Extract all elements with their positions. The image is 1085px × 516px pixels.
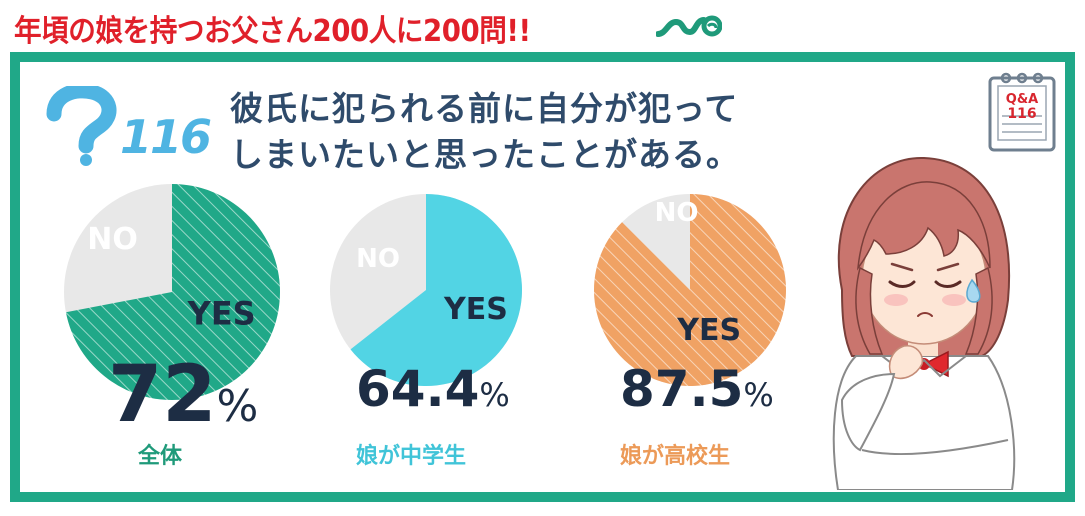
group-label-high-school: 娘が高校生 <box>620 444 731 469</box>
pie-label-no-overall: NO <box>87 222 138 257</box>
percent-label-junior-high: 64.4% <box>356 364 510 414</box>
question-mark-icon <box>46 86 117 166</box>
group-label-overall: 全体 <box>138 444 183 469</box>
percent-label-high-school: 87.5% <box>620 364 774 414</box>
percent-unit-overall: % <box>216 381 259 432</box>
question-number: 116 <box>120 110 212 164</box>
percent-label-overall: 72% <box>108 356 258 434</box>
group-label-junior-high: 娘が中学生 <box>356 444 467 469</box>
brand-wave-logo-icon <box>656 15 722 37</box>
question-line-2: しまいたいと思ったことがある。 <box>230 135 740 174</box>
qa-clipboard-icon: Q&A 116 <box>988 72 1056 152</box>
badge-line-2: 116 <box>1007 106 1036 122</box>
pie-chart-high-school: YES NO <box>594 194 786 386</box>
pie-label-no-high-school: NO <box>655 198 699 228</box>
pie-slice-yes-high-school <box>594 194 786 386</box>
pie-label-yes-overall: YES <box>187 294 256 332</box>
percent-unit-high-school: % <box>743 376 774 414</box>
pie-slice-yes-overall <box>65 184 280 400</box>
pie-label-no-junior-high: NO <box>356 244 400 274</box>
percent-unit-junior-high: % <box>479 376 510 414</box>
percent-value-high-school: 87.5 <box>620 360 744 418</box>
pie-label-yes-junior-high: YES <box>443 292 508 327</box>
pie-label-yes-high-school: YES <box>676 313 741 348</box>
question-line-1: 彼氏に犯られる前に自分が犯って <box>230 89 739 128</box>
page-title: 年頃の娘を持つお父さん200人に200問!! <box>14 14 531 49</box>
question-text: 彼氏に犯られる前に自分が犯って しまいたいと思ったことがある。 <box>230 86 740 178</box>
pie-chart-overall: YES NO <box>64 184 280 400</box>
percent-value-overall: 72 <box>108 350 217 440</box>
percent-value-junior-high: 64.4 <box>356 360 480 418</box>
badge-line-1: Q&A <box>1006 92 1038 107</box>
pie-slice-yes-junior-high <box>350 194 522 386</box>
pie-chart-junior-high: YES NO <box>330 194 522 386</box>
thinking-girl-illustration <box>832 156 1016 490</box>
